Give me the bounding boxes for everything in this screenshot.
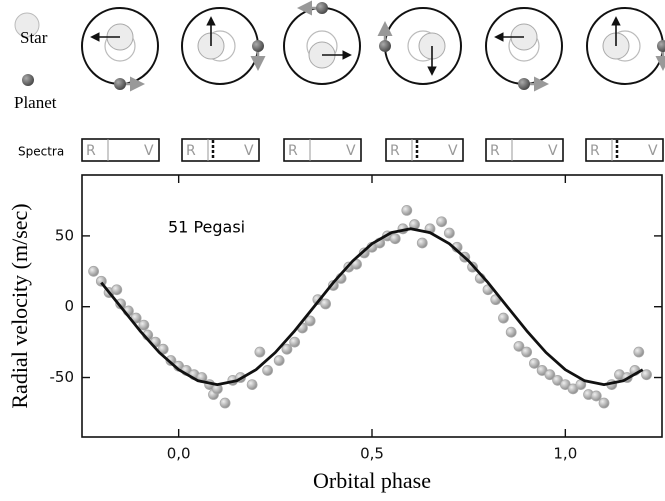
spectrum-box — [385, 138, 464, 162]
data-point — [281, 343, 293, 355]
data-point — [262, 365, 274, 376]
data-point — [320, 298, 332, 310]
x-tick-label: 1,0 — [553, 445, 577, 463]
data-point — [273, 355, 285, 366]
data-point — [327, 280, 339, 291]
data-point — [598, 397, 610, 409]
annotation: 51 Pegasi — [168, 218, 245, 237]
plot: 0,0 0,5 1,0 -50 0 50 Orbital phase Radial veloc… — [7, 174, 663, 493]
spectrum-v: V — [346, 143, 356, 159]
data-point — [401, 205, 413, 216]
spectrum-r: R — [590, 143, 600, 159]
data-point — [358, 247, 370, 259]
spectrum-v: V — [244, 143, 254, 159]
data-point — [521, 346, 533, 358]
orbit-diagrams — [81, 0, 665, 92]
data-point — [219, 397, 231, 409]
planet — [379, 40, 391, 52]
data-point — [246, 379, 258, 391]
data-point — [529, 357, 540, 369]
spectrum-box — [585, 138, 664, 162]
data-point — [138, 319, 150, 331]
data-point — [633, 346, 645, 358]
y-tick-label: 0 — [64, 297, 74, 315]
data-point — [590, 390, 602, 402]
planet-legend-icon — [22, 74, 34, 86]
spectrum-r: R — [288, 143, 298, 159]
spectrum-r: R — [86, 143, 96, 159]
data-point — [416, 237, 428, 249]
data-point — [254, 346, 266, 358]
data-point — [389, 233, 401, 245]
data-point — [513, 340, 525, 352]
data-point — [505, 326, 517, 338]
data-point — [498, 312, 509, 324]
data-point — [443, 227, 455, 239]
planet — [252, 40, 264, 52]
data-point — [88, 265, 99, 277]
planet-label: Planet — [14, 93, 57, 112]
planet — [657, 40, 665, 52]
y-axis-label: Radial velocity (m/sec) — [7, 203, 32, 408]
planet — [518, 78, 530, 90]
data-point — [304, 315, 316, 327]
x-tick-label: 0,5 — [360, 445, 384, 463]
data-point — [289, 336, 301, 348]
star-label: Star — [20, 28, 48, 47]
x-tick-label: 0,0 — [167, 445, 191, 463]
spectrum-r: R — [390, 143, 400, 159]
plot-frame — [81, 174, 663, 438]
data-point — [641, 369, 652, 381]
spectrum-r: R — [490, 143, 500, 159]
planet — [316, 2, 328, 14]
y-tick-label: -50 — [50, 368, 75, 386]
spectra-label: Spectra — [18, 145, 64, 159]
data-point — [436, 216, 448, 228]
spectrum-box — [283, 138, 362, 162]
spectrum-box — [81, 138, 160, 162]
fit-curve — [100, 227, 644, 386]
y-tick-label: 50 — [55, 226, 74, 244]
spectrum-box — [181, 138, 260, 162]
x-axis-label: Orbital phase — [313, 468, 431, 493]
data-point — [165, 355, 177, 366]
data-point — [111, 284, 123, 296]
spectrum-v: V — [648, 143, 658, 159]
planet — [114, 78, 126, 90]
spectrum-v: V — [144, 143, 154, 159]
star-legend-icon — [14, 12, 40, 38]
spectrum-v: V — [548, 143, 558, 159]
spectrum-v: V — [448, 143, 458, 159]
data-point — [544, 369, 556, 381]
spectrum-box — [485, 138, 564, 162]
spectrum-r: R — [186, 143, 196, 159]
